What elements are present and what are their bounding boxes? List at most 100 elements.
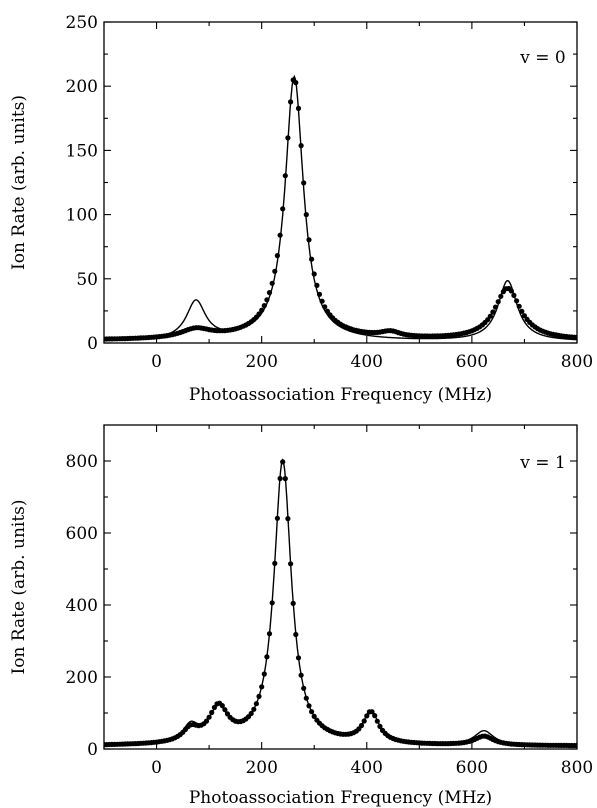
data-point (319, 298, 325, 304)
y-tick-label: 250 (66, 13, 98, 33)
x-tick-label: 400 (351, 352, 383, 372)
data-point (364, 713, 370, 719)
data-point (358, 722, 365, 729)
data-point (521, 313, 528, 319)
measured-points (104, 459, 577, 749)
data-point (322, 304, 328, 310)
data-point (487, 313, 493, 319)
x-tick-label: 800 (561, 758, 593, 778)
data-point (508, 288, 514, 294)
data-point (222, 707, 228, 713)
data-point (301, 685, 307, 691)
y-tick-label: 800 (66, 452, 98, 472)
y-tick-label: 600 (66, 524, 98, 544)
data-point (264, 297, 270, 303)
data-point (490, 309, 496, 315)
data-point (269, 280, 275, 286)
data-point (303, 212, 309, 218)
data-point (495, 299, 501, 305)
x-tick-label: 200 (245, 758, 277, 778)
y-tick-label: 0 (87, 740, 98, 760)
y-axis-title: Ion Rate (arb. units) (9, 499, 29, 674)
data-point (274, 515, 280, 521)
data-point (256, 693, 262, 700)
data-point (369, 709, 375, 715)
data-point (211, 704, 217, 711)
x-tick-label: 0 (151, 758, 162, 778)
plot-frame (103, 424, 578, 750)
data-point (203, 718, 210, 724)
data-point (374, 718, 380, 724)
data-point (272, 560, 278, 567)
data-point (261, 303, 267, 309)
data-point (209, 709, 215, 716)
data-point (259, 307, 265, 313)
x-tick-label: 600 (456, 352, 488, 372)
fit-curve (104, 74, 577, 341)
data-point (274, 253, 280, 259)
data-point (266, 631, 273, 637)
data-point (377, 723, 383, 730)
x-tick-label: 400 (351, 758, 383, 778)
data-point (298, 672, 304, 678)
data-point (309, 256, 315, 262)
fit-curve (104, 458, 577, 747)
data-point (306, 703, 312, 709)
data-point (298, 143, 304, 149)
data-point (293, 80, 299, 86)
x-axis-title: Photoassociation Frequency (MHz) (189, 385, 492, 405)
data-point (285, 516, 291, 522)
y-tick-label: 200 (66, 77, 98, 97)
data-point (277, 232, 283, 238)
data-point (324, 308, 330, 314)
data-point (282, 476, 288, 482)
data-point (259, 684, 265, 690)
y-tick-label: 50 (76, 270, 98, 290)
data-point (280, 459, 286, 465)
data-point (277, 475, 283, 482)
data-point (361, 718, 367, 724)
data-point (251, 706, 257, 712)
y-tick-label: 150 (66, 141, 98, 161)
data-point (311, 713, 317, 720)
data-point (303, 695, 309, 701)
x-tick-label: 200 (245, 352, 277, 372)
y-tick-label: 200 (66, 668, 98, 688)
data-point (574, 742, 577, 749)
data-point (290, 600, 296, 607)
data-point (282, 173, 288, 179)
data-point (261, 671, 267, 677)
vibrational-level-label: v = 1 (519, 453, 565, 473)
data-point (266, 290, 273, 296)
data-point (264, 654, 270, 660)
data-point (372, 713, 378, 719)
data-point (514, 298, 520, 304)
plot-frame (103, 21, 578, 344)
x-axis-title: Photoassociation Frequency (MHz) (189, 788, 492, 808)
measured-points (104, 77, 577, 342)
data-point (301, 180, 307, 186)
data-point (574, 334, 577, 340)
data-point (306, 237, 312, 243)
y-tick-label: 400 (66, 596, 98, 616)
x-tick-label: 800 (561, 352, 593, 372)
data-point (316, 291, 323, 297)
data-point (256, 311, 262, 317)
data-point (219, 703, 225, 709)
data-point (288, 561, 294, 567)
chart-panel-top: 0 200 400 600 800 0 50 100 150 200 250 Photoassocia… (9, 13, 593, 405)
data-point (511, 292, 517, 298)
data-point (295, 655, 302, 661)
data-point (295, 105, 302, 111)
y-tick-label: 100 (66, 206, 98, 226)
chart-panel-bottom: 0 200 400 600 800 0 200 400 600 800 Photoassociati… (9, 424, 593, 808)
data-point (272, 268, 278, 274)
data-point (309, 709, 315, 715)
data-point (498, 293, 504, 299)
data-point (285, 135, 291, 141)
data-point (314, 282, 320, 288)
data-point (288, 99, 294, 105)
data-point (206, 714, 212, 720)
data-point (519, 308, 525, 314)
